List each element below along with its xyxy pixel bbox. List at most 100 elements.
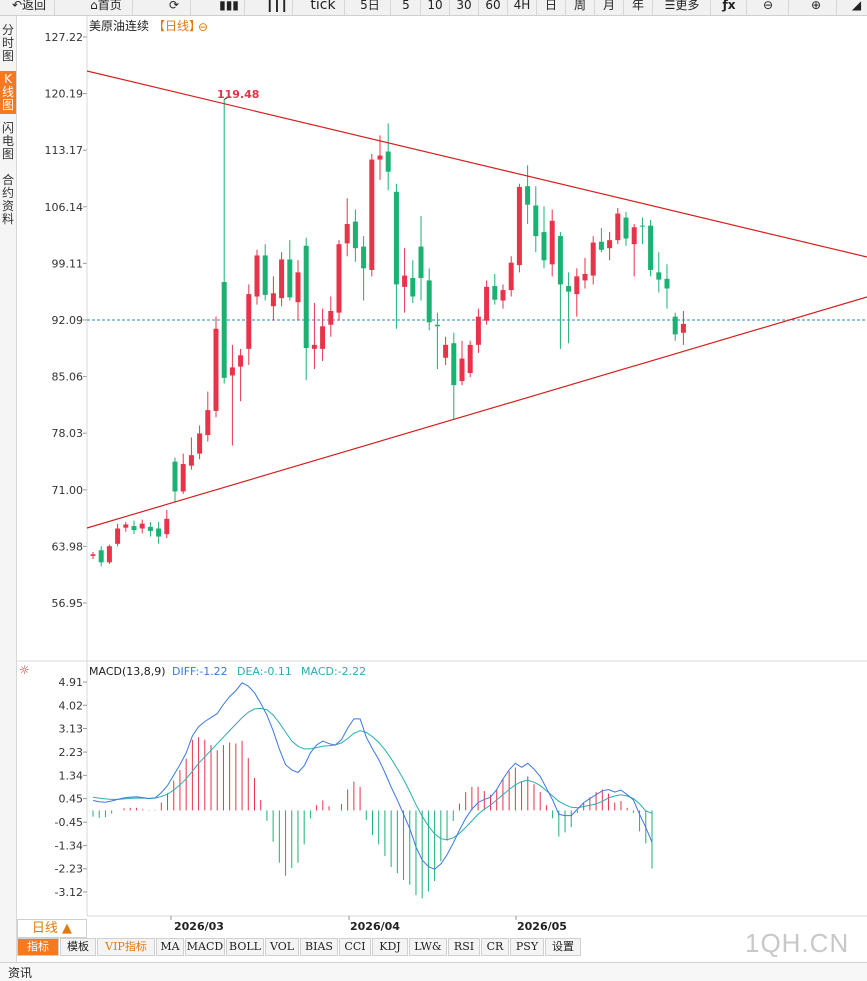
candle-body bbox=[656, 272, 662, 280]
info-tab[interactable]: 资讯 bbox=[8, 966, 33, 980]
period-day-button[interactable]: 日 bbox=[537, 0, 566, 15]
candle-body bbox=[180, 464, 186, 492]
tab-psy[interactable]: PSY bbox=[510, 938, 544, 956]
macd-diff-label: DIFF:-1.22 bbox=[172, 665, 228, 678]
candle-body bbox=[525, 186, 531, 205]
footer-bar: 资讯 bbox=[0, 962, 867, 981]
candle-body bbox=[344, 224, 350, 244]
date-label: 2026/03 bbox=[174, 920, 224, 933]
side-tab-bar: 分时图 K线图 闪电图 合约资料 bbox=[0, 16, 17, 980]
period-5day-button[interactable]: 5日 bbox=[350, 0, 391, 15]
tab-vip-indicators[interactable]: VIP指标 bbox=[97, 938, 155, 956]
tab-indicator[interactable]: 指标 bbox=[17, 938, 59, 956]
candle-body bbox=[197, 433, 203, 454]
back-arrow-icon: ↶ bbox=[11, 0, 23, 12]
tab-rsi[interactable]: RSI bbox=[448, 938, 480, 956]
tab-kline[interactable]: K线图 bbox=[0, 71, 16, 114]
macd-tick-label: 2.23 bbox=[59, 746, 84, 759]
candle-body bbox=[648, 225, 654, 270]
period-label: 10 bbox=[427, 0, 443, 12]
macd-tick-label: 4.91 bbox=[59, 676, 84, 689]
period-5min-button[interactable]: 5 bbox=[392, 0, 421, 15]
home-button[interactable]: ⌂首页 bbox=[80, 0, 133, 15]
period-30min-button[interactable]: 30 bbox=[450, 0, 479, 15]
period-year-button[interactable]: 年 bbox=[624, 0, 653, 15]
period-label: 60 bbox=[485, 0, 501, 12]
candle-body bbox=[385, 151, 391, 172]
tab-template[interactable]: 模板 bbox=[60, 938, 96, 956]
back-button[interactable]: ↶返回 bbox=[4, 0, 55, 15]
macd-tick-label: -0.45 bbox=[55, 816, 83, 829]
candle-body bbox=[516, 186, 522, 266]
candlestick-button[interactable]: ┃┃┃ bbox=[262, 0, 293, 15]
candle-body bbox=[262, 255, 268, 295]
formula-icon: ƒx bbox=[722, 0, 736, 12]
tab-macd[interactable]: MACD bbox=[185, 938, 225, 956]
peak-pointer bbox=[223, 95, 231, 100]
macd-tick-label: 3.13 bbox=[59, 723, 84, 736]
candle-body bbox=[279, 259, 285, 299]
tab-kdj[interactable]: KDJ bbox=[372, 938, 408, 956]
period-label: 30 bbox=[456, 0, 472, 12]
macd-name: MACD(13,8,9) bbox=[89, 665, 166, 678]
candle-body bbox=[98, 550, 104, 563]
candle-body bbox=[443, 344, 449, 358]
refresh-button[interactable]: ⟳ bbox=[158, 0, 191, 15]
candle-body bbox=[500, 290, 506, 301]
candle-body bbox=[639, 225, 645, 227]
period-4h-button[interactable]: 4H bbox=[508, 0, 537, 15]
candle-body bbox=[402, 275, 408, 287]
tab-cr[interactable]: CR bbox=[481, 938, 509, 956]
tab-flash-chart[interactable]: 闪电图 bbox=[0, 122, 16, 161]
candle-body bbox=[451, 343, 457, 386]
candle-body bbox=[147, 526, 153, 531]
candle-body bbox=[139, 523, 145, 529]
kline-chart-area[interactable]: 127.22 120.19 113.17 106.14 99.11 92.09 85.06 7… bbox=[17, 16, 867, 936]
tab-timeshare[interactable]: 分时图 bbox=[0, 24, 16, 63]
back-label: 返回 bbox=[22, 0, 47, 12]
tab-lw[interactable]: LW& bbox=[409, 938, 447, 956]
period-label: 4H bbox=[513, 0, 531, 12]
candle-body bbox=[295, 272, 301, 303]
macd-tick-label: 1.34 bbox=[59, 769, 84, 782]
zoom-in-button[interactable]: ⊕ bbox=[796, 0, 837, 15]
home-label: 首页 bbox=[97, 0, 122, 12]
period-week-button[interactable]: 周 bbox=[566, 0, 595, 15]
tab-bias[interactable]: BIAS bbox=[300, 938, 338, 956]
candle-body bbox=[188, 455, 194, 466]
period-10min-button[interactable]: 10 bbox=[421, 0, 450, 15]
price-tick-label: 85.06 bbox=[52, 371, 84, 384]
candle-body bbox=[549, 220, 555, 265]
tab-contract-info[interactable]: 合约资料 bbox=[0, 174, 16, 226]
candlestick-icon: ┃┃┃ bbox=[266, 0, 288, 12]
settings-circle-icon[interactable]: ⊖ bbox=[198, 20, 208, 34]
tick-button[interactable]: tick bbox=[302, 0, 345, 15]
tab-cci[interactable]: CCI bbox=[339, 938, 371, 956]
tab-label: K线图 bbox=[1, 72, 14, 112]
bar-chart-button[interactable]: ▮▮▮ bbox=[214, 0, 245, 15]
candle-body bbox=[361, 246, 367, 269]
period-select[interactable]: 日线 ▲ bbox=[17, 919, 87, 938]
gear-icon[interactable]: ☼ bbox=[19, 663, 30, 677]
macd-tick-label: 4.02 bbox=[59, 699, 84, 712]
period-60min-button[interactable]: 60 bbox=[479, 0, 508, 15]
candle-body bbox=[426, 280, 432, 323]
zoom-out-button[interactable]: ⊖ bbox=[748, 0, 789, 15]
formula-button[interactable]: ƒx bbox=[712, 0, 747, 15]
candle-body bbox=[246, 294, 252, 349]
tab-boll[interactable]: BOLL bbox=[226, 938, 264, 956]
tab-vol[interactable]: VOL bbox=[265, 938, 299, 956]
candle-body bbox=[336, 244, 342, 313]
candle-body bbox=[615, 213, 621, 241]
toolbar-extra-button[interactable]: ◢ bbox=[846, 0, 867, 15]
more-button[interactable]: ☰更多 bbox=[654, 0, 711, 15]
macd-tick-label: -1.34 bbox=[55, 839, 83, 852]
tab-ma[interactable]: MA bbox=[156, 938, 184, 956]
period-month-button[interactable]: 月 bbox=[595, 0, 624, 15]
refresh-icon: ⟳ bbox=[168, 0, 180, 12]
candle-body bbox=[164, 518, 170, 535]
candle-body bbox=[287, 259, 293, 298]
macd-tick-label: 0.45 bbox=[59, 793, 84, 806]
macd-tick-label: -2.23 bbox=[55, 863, 83, 876]
tab-settings[interactable]: 设置 bbox=[545, 938, 581, 956]
